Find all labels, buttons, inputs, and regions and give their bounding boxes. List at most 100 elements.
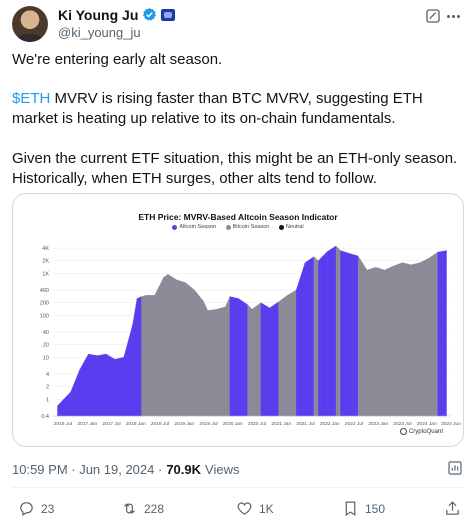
area-segment <box>154 277 164 417</box>
area-segment <box>296 262 306 417</box>
area-segment <box>203 300 208 417</box>
area-segment <box>327 245 337 417</box>
x-tick-label: 2019 Jul <box>199 421 217 427</box>
area-segment <box>238 298 248 417</box>
area-segment <box>428 251 438 417</box>
area-segment <box>304 256 315 417</box>
tweet-header: Ki Young Ju @ki_young_ju <box>12 6 463 42</box>
views-count: 70.9K <box>166 462 202 477</box>
y-tick-label: 4 <box>46 372 49 378</box>
area-segment <box>194 289 204 417</box>
area-segment <box>207 309 217 417</box>
area-segment <box>437 250 447 417</box>
repost-button[interactable]: 228 <box>121 500 164 517</box>
x-tick-label: 2018 Jul <box>151 421 169 427</box>
chart-legend: Altcoin Season Bitcoin Season Neutral <box>13 224 463 232</box>
y-tick-label: 0.4 <box>41 414 49 420</box>
chart-title: ETH Price: MVRV-Based Altcoin Season Ind… <box>138 212 338 222</box>
area-segment <box>247 304 253 417</box>
area-segment <box>269 301 279 417</box>
area-segment <box>260 302 270 417</box>
tweet-text-line2-rest: MVRV is rising faster than BTC MVRV, sug… <box>12 90 423 127</box>
bookmark-button[interactable]: 150 <box>342 500 385 517</box>
area-segment <box>335 245 341 417</box>
area-segment <box>57 391 71 417</box>
x-tick-label: 2023 Jan <box>368 421 388 427</box>
area-segment <box>114 357 124 417</box>
like-count: 1K <box>259 501 274 516</box>
x-tick-label: 2024 Jun <box>441 421 461 427</box>
area-segment <box>349 253 359 417</box>
area-segment <box>287 289 297 417</box>
area-segment <box>145 295 155 417</box>
name-row: Ki Young Ju <box>58 6 176 23</box>
x-tick-label: 2020 Jan <box>223 421 243 427</box>
tweet-meta: 10:59 PM · Jun 19, 2024 · 70.9K Views <box>12 462 239 477</box>
divider <box>12 487 463 488</box>
share-icon <box>446 501 459 515</box>
grok-icon[interactable] <box>425 8 441 24</box>
handle[interactable]: @ki_young_ju <box>58 25 141 40</box>
y-tick-label: 40 <box>43 330 49 336</box>
y-tick-label: 4K <box>42 246 49 252</box>
chart-svg: 4K 2K 1K 400 200 100 40 20 10 4 2 1 0.4 2016 Jul 2017 … <box>40 245 461 427</box>
y-tick-label: 2K <box>42 259 49 265</box>
bookmark-icon <box>345 501 356 517</box>
display-name[interactable]: Ki Young Ju <box>58 6 139 23</box>
area-segment <box>366 267 376 417</box>
reply-count: 23 <box>41 501 55 516</box>
area-segment <box>313 256 319 417</box>
area-segment <box>251 302 261 417</box>
area-segment <box>318 251 328 417</box>
area-segment <box>176 279 186 417</box>
area-segment <box>70 369 80 417</box>
x-tick-label: 2018 Jan <box>126 421 146 427</box>
x-tick-label: 2021 Jan <box>271 421 291 427</box>
cashtag-link[interactable]: $ETH <box>12 90 51 107</box>
more-options-icon[interactable] <box>447 10 463 22</box>
area-segment <box>97 353 107 417</box>
x-tick-label: 2022 Jul <box>345 421 363 427</box>
area-segment <box>136 296 142 417</box>
area-segment <box>132 298 138 417</box>
area-segment <box>88 353 98 417</box>
area-segment <box>225 296 231 417</box>
x-tick-label: 2022 Jan <box>320 421 340 427</box>
bookmark-count: 150 <box>365 501 386 516</box>
tweet-text-line3: Given the current ETF situation, this mi… <box>12 150 458 187</box>
area-segment <box>79 353 89 417</box>
x-tick-label: 2017 Jan <box>77 421 97 427</box>
cryptoquant-logo: CryptoQuant <box>399 428 443 435</box>
share-button[interactable] <box>444 500 461 517</box>
y-tick-label: 1 <box>46 397 49 403</box>
area-segment <box>340 250 350 417</box>
affiliation-badge-icon[interactable] <box>161 8 176 21</box>
verified-badge-icon <box>143 7 157 21</box>
y-tick-label: 100 <box>40 313 49 319</box>
chart-image[interactable]: 4K 2K 1K 400 200 100 40 20 10 4 2 1 0.4 2016 Jul 2017 … <box>12 193 464 447</box>
legend-item-neutral: Neutral <box>278 224 304 230</box>
x-tick-label: 2021 Jul <box>296 421 314 427</box>
area-segment <box>229 296 239 417</box>
reply-icon <box>20 502 33 516</box>
area-segment <box>384 265 394 417</box>
action-bar: 23 228 1K 150 <box>12 500 463 520</box>
area-segment <box>375 267 385 417</box>
area-segment <box>105 353 116 417</box>
like-button[interactable]: 1K <box>236 500 274 517</box>
tweet-text-line1: We're entering early alt season. <box>12 51 223 68</box>
area-segment <box>357 255 368 417</box>
views-label: Views <box>205 462 240 477</box>
analytics-icon[interactable] <box>447 460 463 476</box>
legend-item-bitcoin: Bitcoin Season <box>225 224 269 230</box>
area-segment <box>167 274 177 417</box>
timestamp[interactable]: 10:59 PM · Jun 19, 2024 · <box>12 462 163 477</box>
y-tick-label: 1K <box>42 271 49 277</box>
x-tick-label: 2024 Jan <box>417 421 437 427</box>
avatar[interactable] <box>12 6 48 42</box>
reply-button[interactable]: 23 <box>18 500 54 517</box>
repost-count: 228 <box>144 501 165 516</box>
area-segment <box>411 262 421 417</box>
y-tick-label: 20 <box>43 343 49 349</box>
heart-icon <box>237 502 252 515</box>
